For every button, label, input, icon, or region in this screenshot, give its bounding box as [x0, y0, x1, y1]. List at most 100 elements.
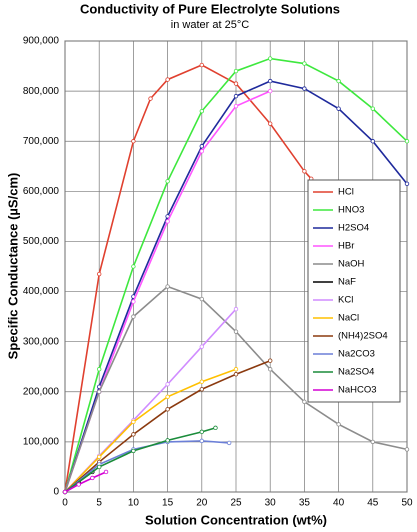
data-point — [199, 387, 204, 392]
y-tick-label: 400,000 — [23, 286, 60, 297]
x-tick-label: 15 — [162, 498, 174, 509]
data-point — [96, 367, 102, 372]
data-point — [336, 106, 341, 111]
data-point — [62, 489, 68, 495]
data-point — [199, 379, 204, 384]
series-line — [64, 64, 312, 493]
data-point — [131, 264, 136, 269]
data-point — [165, 77, 170, 82]
chart-subtitle: in water at 25°C — [171, 19, 249, 31]
data-point — [233, 103, 239, 109]
chart-title: Conductivity of Pure Electrolyte Solutio… — [80, 1, 340, 16]
data-point — [76, 482, 81, 487]
data-point — [96, 271, 102, 277]
data-point — [370, 139, 375, 144]
x-tick-label: 25 — [230, 498, 242, 509]
legend-box — [307, 179, 401, 403]
x-tick-label: 45 — [367, 498, 379, 509]
data-point — [268, 367, 273, 372]
data-point — [233, 306, 239, 312]
data-point — [96, 389, 102, 394]
data-point — [302, 169, 307, 174]
data-point — [199, 108, 204, 114]
legend-label: Na2CO3 — [338, 349, 375, 360]
x-tick-label: 30 — [265, 498, 277, 509]
data-point — [165, 394, 170, 399]
data-point — [233, 372, 239, 377]
data-point — [213, 425, 218, 431]
x-tick-label: 0 — [62, 498, 68, 509]
legend-label: NaCl — [338, 313, 359, 324]
data-point — [199, 149, 204, 154]
data-point — [404, 447, 410, 452]
data-point — [165, 284, 170, 289]
x-tick-label: 40 — [333, 498, 345, 509]
y-tick-label: 600,000 — [23, 186, 60, 197]
data-point — [268, 56, 273, 61]
data-point — [199, 344, 204, 349]
data-point — [90, 475, 95, 481]
data-point — [404, 139, 410, 144]
x-tick-label: 20 — [196, 498, 208, 509]
data-point — [103, 469, 109, 475]
y-tick-label: 0 — [53, 487, 59, 498]
y-tick-label: 800,000 — [23, 86, 60, 97]
x-axis-label: Solution Concentration (wt%) — [145, 512, 327, 527]
legend-label: (NH4)2SO4 — [338, 331, 388, 342]
y-tick-label: 200,000 — [23, 386, 60, 397]
data-point — [199, 438, 204, 444]
data-point — [165, 179, 170, 184]
legend-label: NaOH — [338, 259, 365, 270]
x-tick-label: 35 — [299, 498, 311, 509]
series-line — [64, 368, 237, 493]
data-point — [302, 86, 307, 91]
legend-label: H2SO4 — [338, 223, 369, 234]
legend-label: HNO3 — [338, 205, 364, 216]
data-point — [268, 358, 273, 363]
legend-label: KCl — [338, 295, 353, 306]
x-tick-label: 10 — [128, 498, 140, 509]
data-point — [233, 93, 239, 99]
data-point — [96, 464, 102, 470]
series-line — [64, 427, 216, 493]
data-point — [268, 121, 273, 126]
data-point — [302, 399, 307, 404]
y-tick-label: 900,000 — [23, 36, 60, 47]
y-tick-label: 100,000 — [23, 437, 60, 448]
series-line — [64, 471, 107, 493]
data-point — [336, 78, 341, 84]
data-point — [199, 296, 204, 302]
data-point — [199, 62, 204, 68]
data-point — [336, 422, 341, 427]
data-point — [131, 314, 136, 319]
y-tick-label: 300,000 — [23, 336, 60, 347]
data-point — [302, 61, 307, 66]
legend-label: HCl — [338, 187, 354, 198]
y-tick-label: 700,000 — [23, 136, 60, 147]
data-point — [268, 78, 273, 84]
data-point — [233, 68, 239, 74]
y-axis-label: Specific Conductance (µS/cm) — [5, 173, 20, 360]
data-point — [131, 419, 136, 425]
legend-label: HBr — [338, 241, 354, 252]
x-tick-label: 50 — [401, 498, 413, 509]
legend-label: NaHCO3 — [338, 385, 377, 396]
data-point — [96, 454, 102, 460]
y-tick-label: 500,000 — [23, 236, 60, 247]
data-point — [131, 299, 136, 304]
data-point — [165, 407, 170, 412]
data-point — [233, 329, 239, 334]
data-point — [268, 88, 273, 94]
data-point — [404, 181, 410, 187]
data-point — [199, 429, 204, 435]
data-point — [370, 106, 375, 111]
data-point — [148, 96, 153, 101]
data-point — [165, 438, 170, 443]
legend-label: NaF — [338, 277, 356, 288]
legend-label: Na2SO4 — [338, 367, 374, 378]
data-point — [131, 448, 136, 454]
data-point — [131, 139, 136, 144]
data-point — [131, 432, 136, 437]
